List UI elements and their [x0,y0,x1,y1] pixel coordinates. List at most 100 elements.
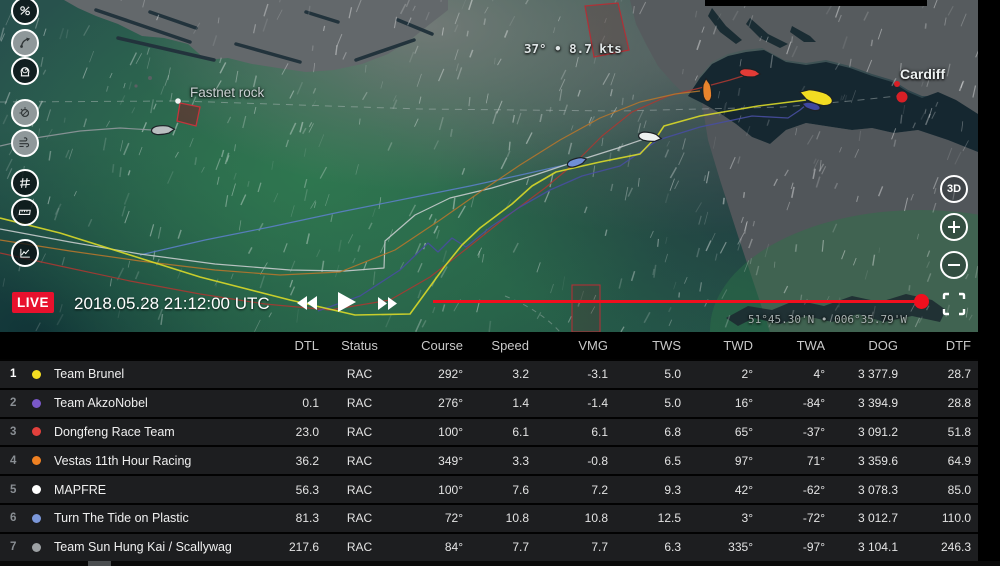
cardiff-marker-small[interactable] [894,81,900,87]
table-row[interactable]: 6 Turn The Tide on Plastic 81.3 RAC 72° 1… [0,502,978,532]
speed-value: 6.1 [512,424,529,439]
twa-value: 4° [813,367,825,382]
boat-marker[interactable] [150,125,176,136]
fullscreen-button[interactable] [941,291,967,322]
tool-stats-button[interactable] [11,239,39,267]
view-3d-label: 3D [946,183,962,195]
rank: 5 [10,483,17,496]
col-dtl[interactable]: DTL [294,338,319,353]
zoom-in-button[interactable] [940,213,968,241]
boat-marker[interactable] [637,131,663,143]
team-color-dot [32,542,41,552]
boat-tracks [0,74,807,316]
table-row[interactable]: 1 Team Brunel RAC 292° 3.2 -3.1 5.0 2° 4°… [0,359,978,388]
dtf-value: 110.0 [941,511,971,526]
race-map[interactable]: Fastnet rock Cardiff 37° • 8.7 kts 51°45… [0,0,978,332]
dtf-value: 28.7 [947,367,971,382]
status-value: RAC [346,367,373,382]
land-ireland [64,0,448,72]
course-value: 292° [438,367,463,382]
rank: 6 [10,512,17,525]
fastnet-label: Fastnet rock [190,85,265,100]
tool-wind-button[interactable] [11,129,39,157]
twa-value: -62° [802,482,825,497]
team-name: Team AkzoNobel [54,396,148,411]
minus-icon [948,264,960,266]
scrollbar-thumb[interactable] [88,561,111,566]
fastnet-marker[interactable] [175,98,181,104]
col-dog[interactable]: DOG [868,338,898,353]
twd-value: 2° [741,367,753,382]
dog-value: 3 394.9 [857,396,898,411]
col-vmg[interactable]: VMG [578,338,608,353]
boat-marker[interactable] [566,155,588,168]
timeline-slider[interactable] [433,300,922,303]
tool-grid-button[interactable] [11,169,39,197]
twd-value: 16° [734,396,753,411]
fast-forward-button[interactable] [378,297,398,315]
col-status[interactable]: Status [341,338,378,353]
exclusion-zone-fastnet [176,102,201,127]
rank: 3 [10,425,17,438]
play-button[interactable] [338,292,356,317]
team-color-dot [32,398,41,408]
dog-value: 3 078.3 [857,482,898,497]
col-dtf[interactable]: DTF [945,338,971,353]
table-row[interactable]: 3 Dongfeng Race Team 23.0 RAC 100° 6.1 6.… [0,416,978,446]
tool-day-night-button[interactable] [11,99,39,127]
speed-value: 3.2 [512,367,529,382]
land-wales [630,0,978,118]
land-sw-england [702,103,978,332]
live-badge[interactable]: LIVE [12,292,54,313]
wind-icon [19,137,30,148]
col-twa[interactable]: TWA [796,338,825,353]
vmg-value: 7.2 [591,482,608,497]
rank: 2 [10,397,17,410]
col-tws[interactable]: TWS [652,338,681,353]
twa-value: -37° [802,424,825,439]
table-row[interactable]: 5 MAPFRE 56.3 RAC 100° 7.6 7.2 9.3 42° -6… [0,474,978,503]
timeline-handle[interactable] [914,294,929,309]
vmg-value: 7.7 [591,540,608,555]
tool-helm-view-button[interactable] [11,57,39,85]
table-row[interactable]: 4 Vestas 11th Hour Racing 36.2 RAC 349° 3… [0,445,978,475]
team-color-dot [32,485,41,495]
dog-value: 3 359.6 [857,453,898,468]
irish-inlets [94,8,434,64]
skip-back-button[interactable] [296,296,318,315]
bottom-scroll-area [0,561,1000,566]
twd-value: 65° [734,424,753,439]
rank: 4 [10,454,17,467]
top-collapsed-panel[interactable] [705,0,927,6]
leaderboard-header: DTL Status Course Speed VMG TWS TWD TWA … [0,332,978,359]
twa-value: 71° [806,453,825,468]
dtl-value: 56.3 [295,482,319,497]
tws-value: 6.8 [664,424,681,439]
table-row[interactable]: 2 Team AkzoNobel 0.1 RAC 276° 1.4 -1.4 5.… [0,387,978,417]
boat-marker[interactable] [738,68,762,78]
col-speed[interactable]: Speed [491,338,529,353]
rank: 7 [10,541,17,554]
zoom-out-button[interactable] [940,251,968,279]
boat-marker[interactable] [798,86,834,108]
col-twd[interactable]: TWD [723,338,753,353]
col-course[interactable]: Course [421,338,463,353]
tool-heading-arc-button[interactable] [11,29,39,57]
tool-measure-button[interactable] [11,0,39,25]
boat-marker[interactable] [702,77,713,103]
stats-icon [20,248,30,258]
boat-track [139,164,566,256]
tws-value: 9.3 [664,482,681,497]
measure-icon [20,6,30,16]
tool-ruler-button[interactable] [11,198,39,226]
dtf-value: 28.8 [947,396,971,411]
boat-track [0,99,807,316]
estuary [790,26,816,42]
speed-value: 7.7 [512,540,529,555]
view-3d-button[interactable]: 3D [940,175,968,203]
team-color-dot [32,427,41,437]
cardiff-marker[interactable] [896,91,908,103]
tws-value: 5.0 [664,396,681,411]
table-row[interactable]: 7 Team Sun Hung Kai / Scallywag 217.6 RAC… [0,531,978,561]
